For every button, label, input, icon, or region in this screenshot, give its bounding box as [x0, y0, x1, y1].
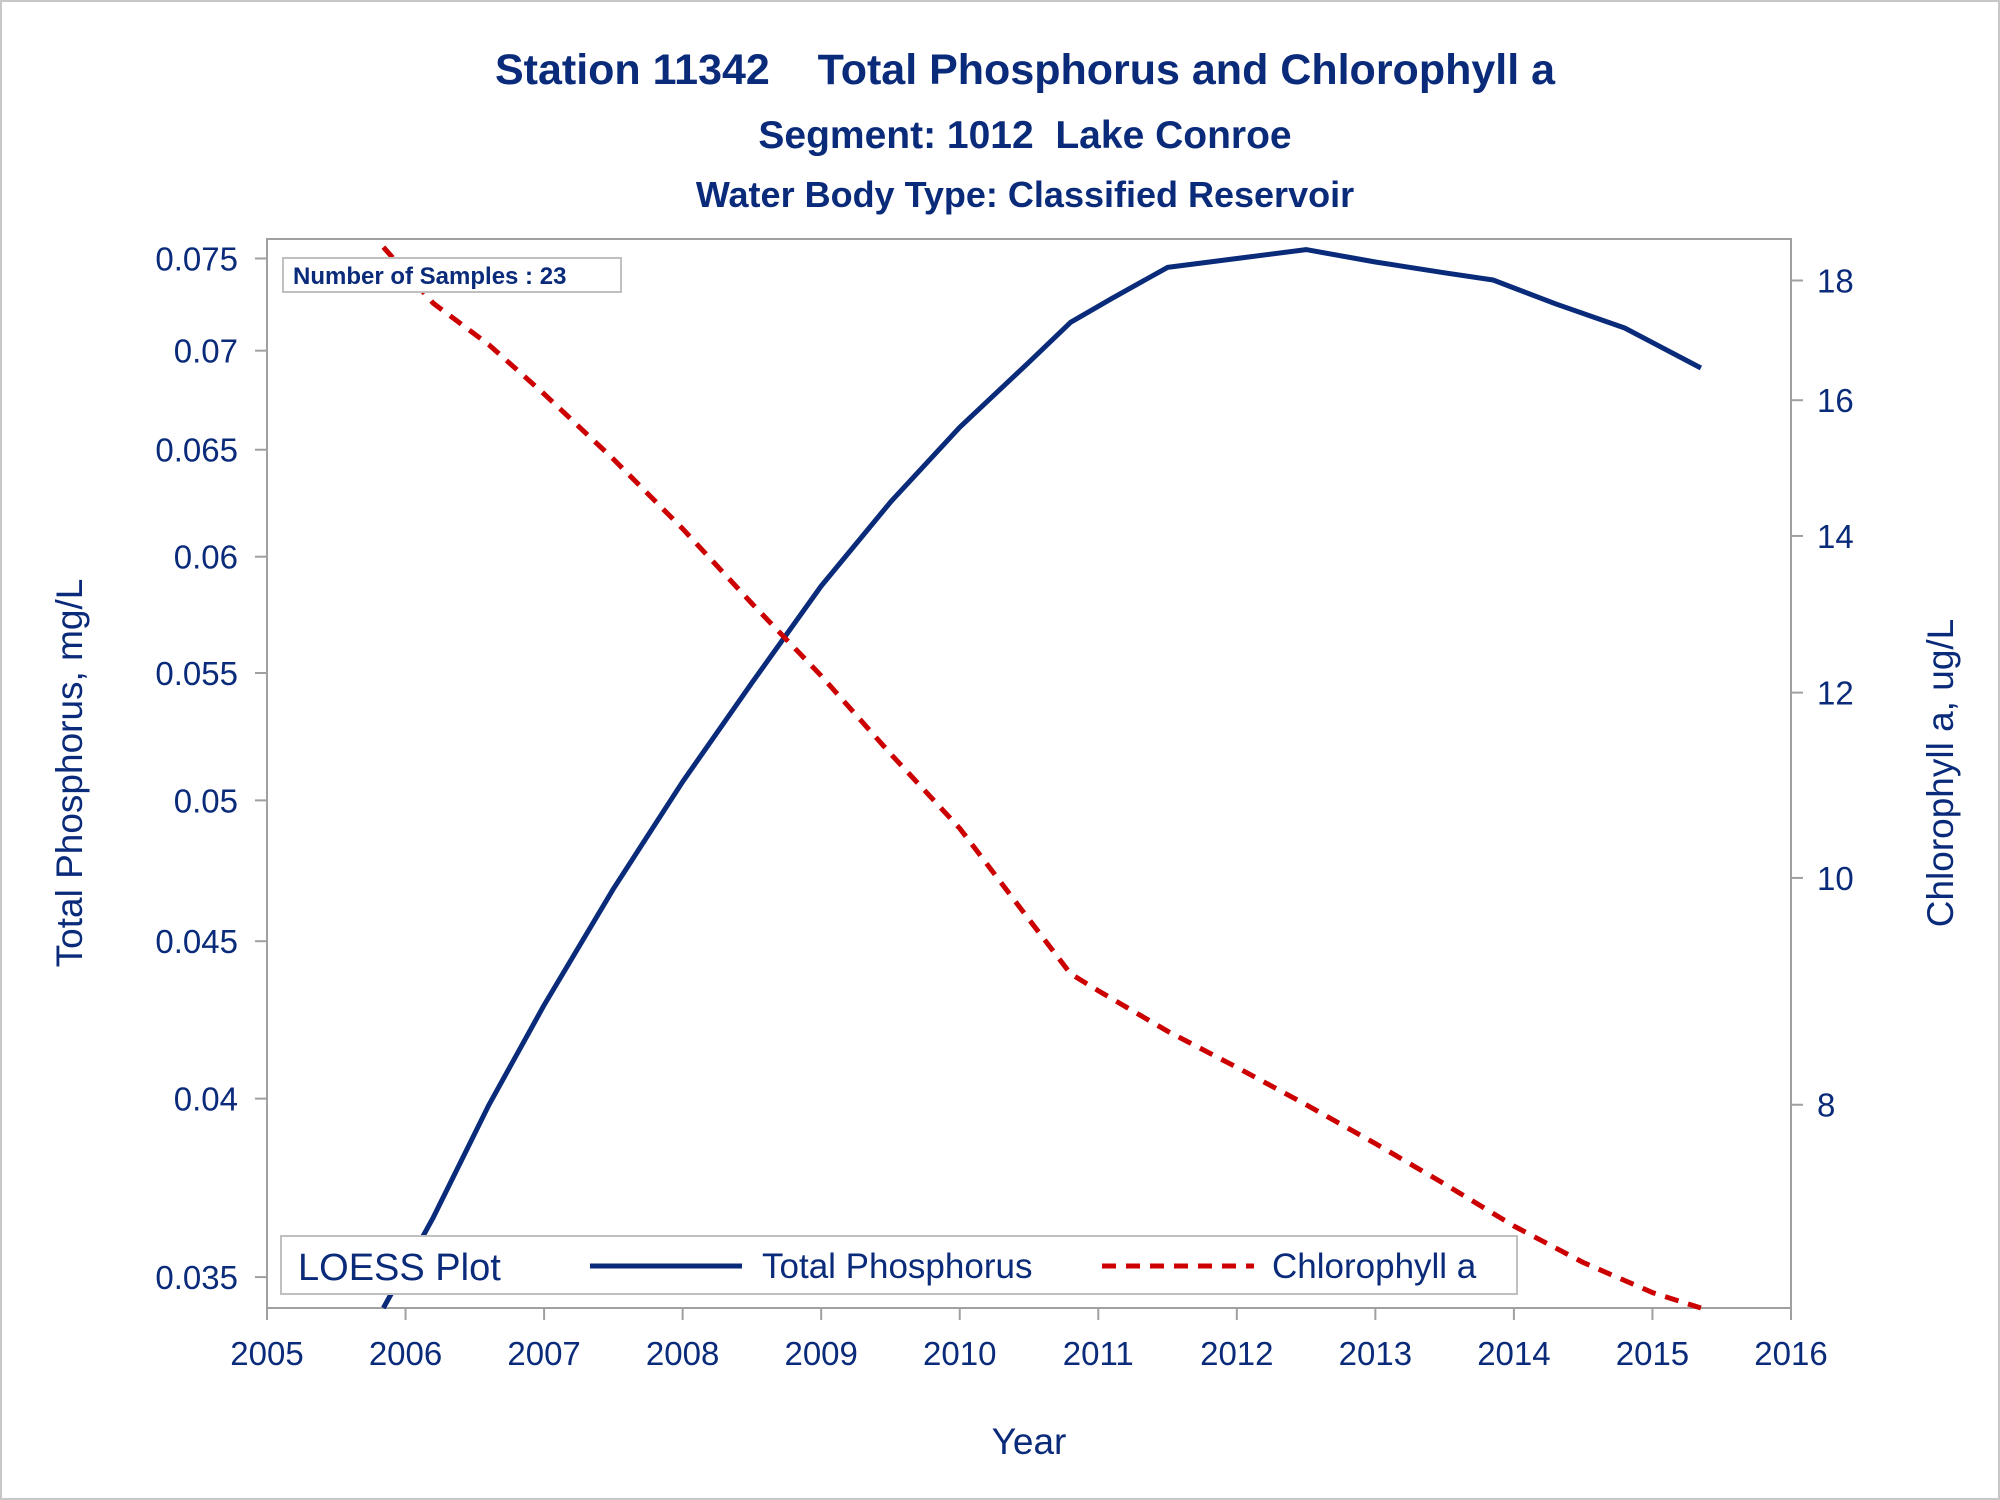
legend-label-chlorophyll-a: Chlorophyll a [1272, 1247, 1477, 1286]
legend-label-total-phosphorus: Total Phosphorus [762, 1247, 1032, 1286]
x-tick-label-2016: 2016 [1754, 1335, 1827, 1372]
x-axis: 2005 2006 2007 2008 2009 2010 2011 2012 2013 2014… [230, 1308, 1828, 1372]
x-tick-label-2012: 2012 [1200, 1335, 1273, 1372]
y-axis-left-label: Total Phosphorus, mg/L [49, 579, 90, 968]
x-axis-label: Year [992, 1421, 1067, 1462]
y-left-tick-label-0-035: 0.035 [155, 1259, 238, 1296]
y-left-tick-label-0-045: 0.045 [155, 923, 238, 960]
sample-count-annotation: Number of Samples : 23 [282, 257, 622, 293]
chart-subtitle-2: Water Body Type: Classified Reservoir [696, 174, 1354, 215]
y-left-tick-label-0-065: 0.065 [155, 432, 238, 469]
legend: LOESS Plot Total Phosphorus Chlorophyll … [280, 1235, 1518, 1295]
x-tick-label-2014: 2014 [1477, 1335, 1550, 1372]
annotation-text: Number of Samples : 23 [293, 263, 566, 290]
y-left-tick-label-0-06: 0.06 [174, 539, 238, 576]
y-left-tick-label-0-075: 0.075 [155, 240, 238, 277]
chart-subtitle: Segment: 1012 Lake Conroe [758, 114, 1291, 157]
y-right-tick-label-18: 18 [1817, 262, 1854, 299]
x-tick-label-2006: 2006 [369, 1335, 442, 1372]
plot-area [266, 238, 1792, 1309]
x-tick-label-2015: 2015 [1616, 1335, 1689, 1372]
x-tick-label-2011: 2011 [1063, 1335, 1134, 1372]
series-line-total-phosphorus [381, 247, 1703, 1310]
legend-title: LOESS Plot [298, 1247, 501, 1289]
y-right-tick-label-10: 10 [1817, 860, 1854, 897]
y-left-tick-label-0-05: 0.05 [174, 782, 238, 819]
x-tick-label-2008: 2008 [646, 1335, 719, 1372]
y-right-tick-label-14: 14 [1817, 518, 1854, 555]
legend-box [280, 1235, 1518, 1295]
x-tick-label-2010: 2010 [923, 1335, 996, 1372]
annotation-box [282, 257, 622, 293]
y-left-tick-label-0-055: 0.055 [155, 655, 238, 692]
y-left-tick-label-0-04: 0.04 [174, 1081, 238, 1118]
y-left-tick-label-0-07: 0.07 [174, 333, 238, 370]
chart-title: Station 11342 Total Phosphorus and Chlor… [495, 46, 1556, 94]
y-right-tick-label-12: 12 [1817, 675, 1854, 712]
y-axis-right: 8 10 12 14 16 18 [1791, 262, 1854, 1124]
y-axis-left: 0.035 0.04 0.045 0.05 0.055 0.06 0.065 0.07 0.07… [155, 240, 267, 1296]
x-tick-label-2013: 2013 [1339, 1335, 1412, 1372]
y-right-tick-label-16: 16 [1817, 382, 1854, 419]
y-right-tick-label-8: 8 [1817, 1087, 1835, 1124]
x-tick-label-2005: 2005 [230, 1335, 303, 1372]
series-layer [381, 245, 1703, 1311]
x-tick-label-2007: 2007 [507, 1335, 580, 1372]
x-tick-label-2009: 2009 [784, 1335, 857, 1372]
y-axis-right-label: Chlorophyll a, ug/L [1920, 619, 1961, 928]
series-line-chlorophyll-a [381, 245, 1702, 1311]
